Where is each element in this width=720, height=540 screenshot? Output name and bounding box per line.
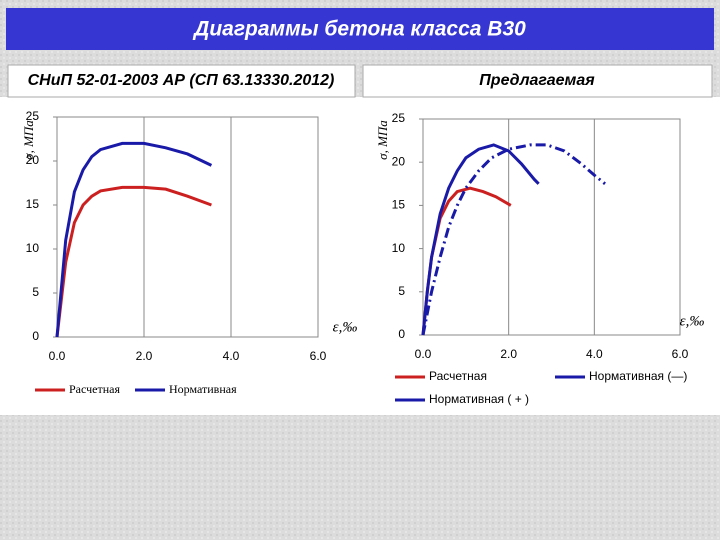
data-line xyxy=(421,143,540,336)
legend-label: Расчетная xyxy=(429,369,487,383)
x-tick-label: 2.0 xyxy=(500,347,517,361)
legend-label: Нормативная (—) xyxy=(589,369,687,383)
legend-label: Нормативная ( + ) xyxy=(429,392,529,406)
legend-label: Расчетная xyxy=(69,382,120,396)
y-tick-label: 0 xyxy=(32,329,39,343)
chart-title: СНиП 52-01-2003 АР (СП 63.13330.2012) xyxy=(28,72,335,89)
data-line xyxy=(421,143,606,336)
x-tick-label: 4.0 xyxy=(223,349,240,363)
y-tick-label: 15 xyxy=(26,197,40,211)
y-tick-label: 0 xyxy=(398,327,405,341)
y-axis-label: σ, МПа xyxy=(375,120,390,160)
x-tick-label: 0.0 xyxy=(415,347,432,361)
y-tick-label: 5 xyxy=(32,285,39,299)
y-tick-label: 15 xyxy=(392,198,406,212)
x-axis-label: ε,‰ xyxy=(333,319,358,335)
x-tick-label: 6.0 xyxy=(672,347,689,361)
left-header xyxy=(7,64,356,98)
y-tick-label: 25 xyxy=(26,109,40,123)
y-tick-label: 20 xyxy=(26,153,40,167)
y-tick-label: 10 xyxy=(26,241,40,255)
y-tick-label: 25 xyxy=(392,111,406,125)
x-tick-label: 2.0 xyxy=(136,349,153,363)
x-axis-label: ε,‰ xyxy=(680,313,705,329)
x-tick-label: 6.0 xyxy=(310,349,327,363)
right-header xyxy=(362,64,713,98)
x-tick-label: 4.0 xyxy=(586,347,603,361)
chart-area xyxy=(0,97,720,415)
y-tick-label: 10 xyxy=(392,241,406,255)
data-line xyxy=(55,185,212,338)
data-line xyxy=(55,141,213,338)
legend-label: Нормативная xyxy=(169,382,237,396)
y-tick-label: 20 xyxy=(392,154,406,168)
page-title: Диаграммы бетона класса В30 xyxy=(192,18,526,41)
x-tick-label: 0.0 xyxy=(49,349,66,363)
y-axis-label: σ, МПа xyxy=(21,120,36,160)
title-bar xyxy=(6,8,714,50)
chart-title: Предлагаемая xyxy=(479,72,595,89)
y-tick-label: 5 xyxy=(398,284,405,298)
